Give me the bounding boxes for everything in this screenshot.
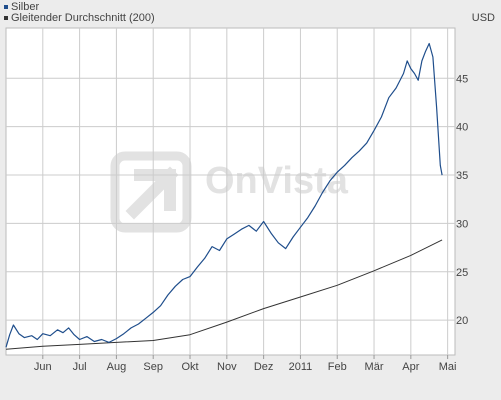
- legend-item-average: Gleitender Durchschnitt (200): [4, 12, 155, 24]
- plot-background: [5, 27, 456, 356]
- watermark-logo-frame: [110, 151, 192, 233]
- x-tick-label: Apr: [402, 361, 419, 373]
- series-line-average: [5, 42, 443, 348]
- y-tick-label: 40: [456, 122, 468, 134]
- x-tick-label: Mär: [365, 361, 384, 373]
- x-tick-label: Mai: [439, 361, 457, 373]
- currency-label: USD: [471, 12, 495, 24]
- legend-swatch-average: [4, 16, 8, 21]
- x-tick-label: Jun: [34, 361, 52, 373]
- y-tick-label: 30: [456, 218, 468, 230]
- legend-label-average: Gleitender Durchschnitt (200): [11, 12, 155, 24]
- x-tick-label: Sep: [143, 361, 163, 373]
- y-tick-label: 20: [456, 315, 468, 327]
- y-tick-label: 45: [456, 73, 468, 85]
- watermark-text: OnVista: [205, 160, 349, 202]
- x-tick-label: Jul: [73, 361, 87, 373]
- y-tick-label: 35: [456, 170, 468, 182]
- x-tick-label: Aug: [107, 361, 127, 373]
- legend-label-silber: Silber: [11, 1, 40, 13]
- y-tick-label: 25: [456, 267, 468, 279]
- legend-swatch-silber: [4, 5, 8, 10]
- x-tick-label: Nov: [217, 361, 237, 373]
- x-tick-label: Okt: [181, 361, 198, 373]
- legend-item-silber: Silber: [4, 1, 39, 13]
- series-line-silber: [5, 239, 443, 350]
- x-tick-label: Dez: [254, 361, 274, 373]
- x-tick-label: 2011: [289, 361, 313, 373]
- x-tick-label: Feb: [328, 361, 347, 373]
